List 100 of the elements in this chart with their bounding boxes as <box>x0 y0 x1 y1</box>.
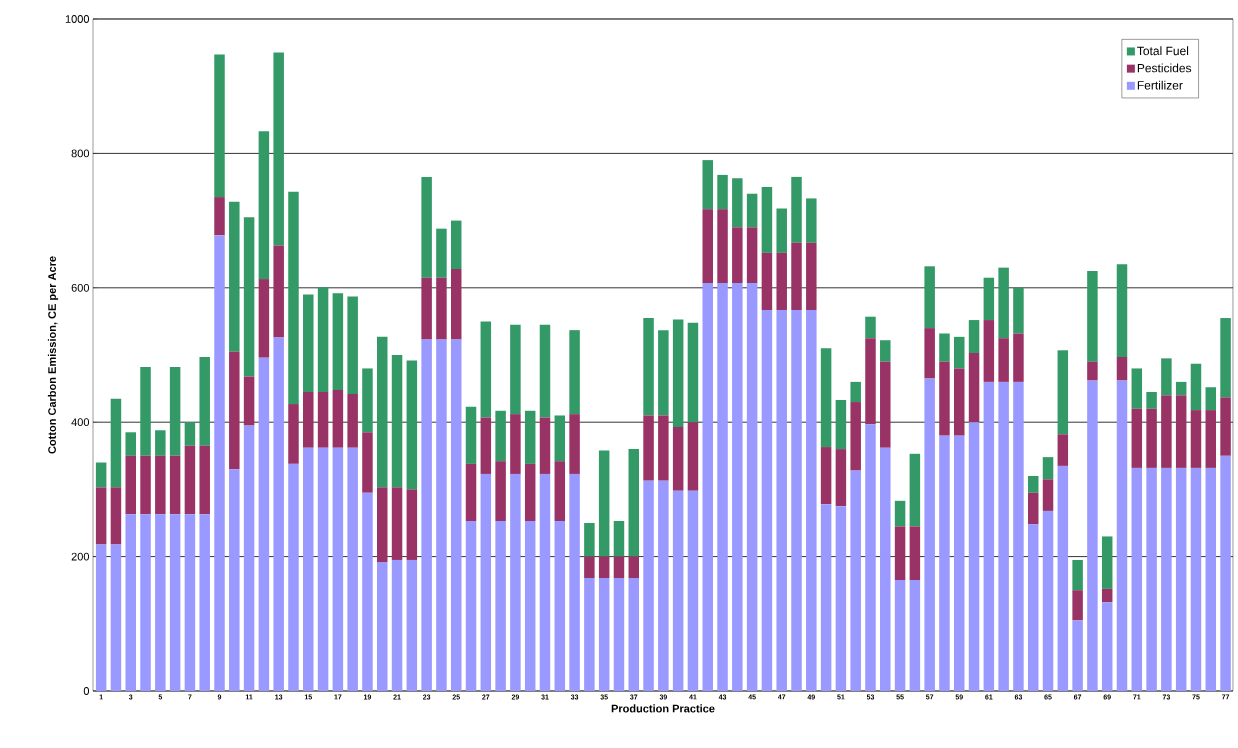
bar <box>510 473 521 691</box>
bar <box>598 450 610 557</box>
bar <box>169 514 181 691</box>
bar <box>524 410 536 464</box>
bar <box>968 422 980 691</box>
bar <box>806 198 817 243</box>
bar <box>672 490 684 691</box>
bar <box>258 131 270 280</box>
bar <box>820 447 832 505</box>
bar <box>702 160 713 210</box>
bar <box>924 378 935 691</box>
bar <box>465 463 477 521</box>
bar <box>332 293 344 390</box>
bar <box>480 321 492 418</box>
bar <box>317 391 329 448</box>
bar <box>998 381 1009 691</box>
bar <box>776 208 787 253</box>
bar <box>377 561 388 691</box>
bar <box>880 447 891 691</box>
bar <box>125 455 136 515</box>
bar <box>628 449 640 557</box>
bar <box>1087 271 1098 362</box>
bar <box>243 217 255 377</box>
bar <box>1013 381 1024 691</box>
bar <box>495 520 506 691</box>
bar <box>998 338 1009 382</box>
bar <box>1027 475 1039 493</box>
bar <box>791 242 802 310</box>
bar <box>791 176 802 243</box>
bar <box>1116 380 1128 691</box>
bar <box>539 473 551 691</box>
bar <box>406 489 418 560</box>
bar <box>155 514 166 691</box>
bar <box>347 393 358 448</box>
bar <box>820 348 832 448</box>
bar <box>465 520 477 691</box>
bar <box>229 469 240 691</box>
bar <box>184 514 196 691</box>
bar <box>968 352 980 423</box>
bar <box>362 432 373 493</box>
bar <box>850 470 861 691</box>
bar <box>258 357 270 691</box>
bar <box>687 322 699 423</box>
bar <box>628 556 640 579</box>
bar <box>391 559 403 691</box>
bar <box>229 201 240 352</box>
bar <box>258 279 270 358</box>
bar <box>924 328 935 379</box>
bar <box>288 404 299 464</box>
y-axis-title: Cotton Carbon Emission, CE per Acre <box>47 256 59 454</box>
bar <box>909 526 921 581</box>
bar <box>584 556 595 579</box>
y-tick-label: 200 <box>71 552 90 561</box>
bar <box>865 316 876 339</box>
bar <box>347 296 358 394</box>
bar <box>450 339 462 691</box>
bar <box>1072 590 1083 621</box>
bar <box>687 490 699 691</box>
bar <box>199 357 210 446</box>
bar <box>732 227 743 284</box>
bar <box>155 455 166 515</box>
bar <box>362 492 373 691</box>
bar <box>894 526 906 581</box>
bar <box>1161 395 1172 468</box>
legend-label: Pesticides <box>1137 63 1192 73</box>
bar <box>880 361 891 448</box>
bar <box>1190 363 1202 411</box>
bar <box>880 340 891 362</box>
bar <box>1101 536 1113 589</box>
bar <box>273 52 284 246</box>
bar <box>273 337 284 691</box>
bar <box>732 283 743 691</box>
bar <box>717 209 728 284</box>
bar <box>317 447 329 691</box>
bar <box>554 520 566 691</box>
bar <box>732 178 743 228</box>
bar <box>746 283 758 691</box>
bar <box>672 319 684 427</box>
bar <box>110 398 122 488</box>
bar <box>865 338 876 425</box>
bar <box>791 309 802 691</box>
bar <box>850 402 861 471</box>
bar <box>1101 602 1113 691</box>
bar <box>510 414 521 474</box>
bar <box>436 339 447 691</box>
bar <box>954 336 965 369</box>
bar <box>1175 381 1187 396</box>
bar <box>835 506 847 691</box>
bar <box>199 445 210 515</box>
bar <box>569 330 580 415</box>
bar <box>643 480 654 691</box>
bar <box>273 245 284 338</box>
bar <box>983 277 995 321</box>
bar <box>806 309 817 691</box>
bar <box>303 391 314 448</box>
bar <box>155 430 166 456</box>
bar <box>184 445 196 515</box>
bar <box>584 523 595 557</box>
bar <box>998 267 1009 339</box>
bar <box>983 381 995 691</box>
